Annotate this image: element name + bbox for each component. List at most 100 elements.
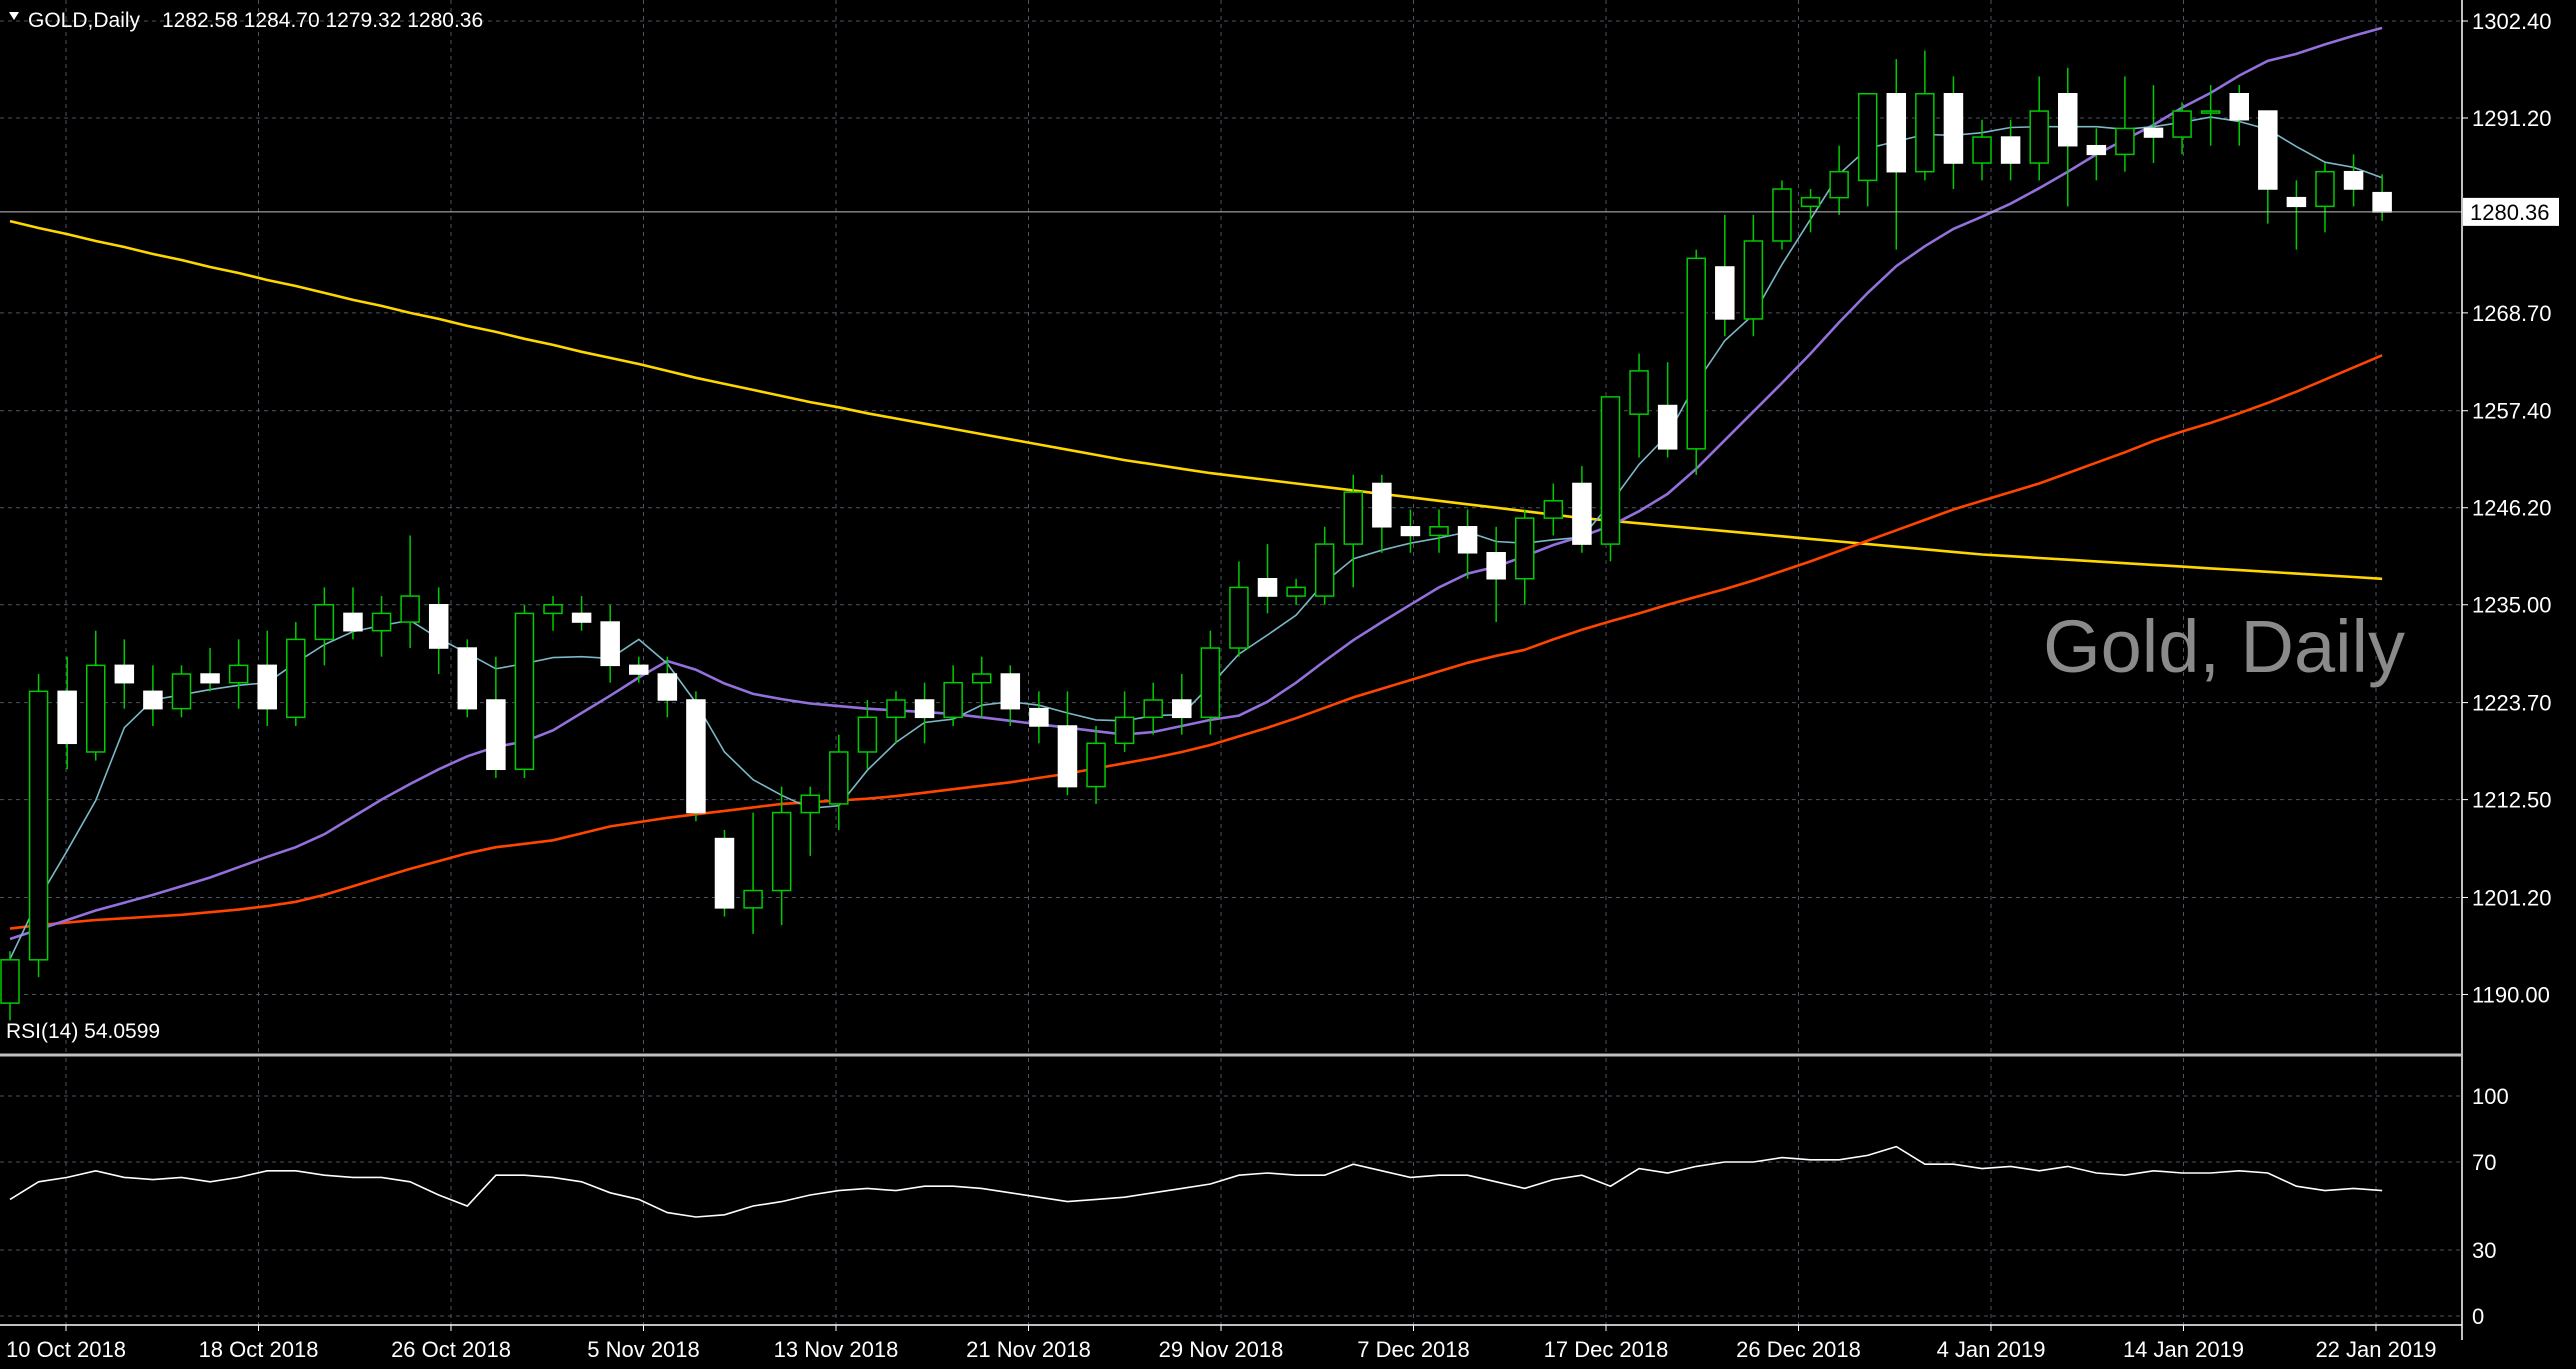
bull-candle-body	[1972, 136, 1992, 164]
bear-candle-body	[1486, 552, 1506, 580]
bull-candle-body	[1743, 240, 1764, 320]
candle	[1829, 145, 1849, 215]
bear-candle-body	[200, 673, 220, 684]
date-tick-label: 5 Nov 2018	[587, 1337, 700, 1362]
bear-candle-body	[343, 612, 363, 632]
bull-candle-body	[1543, 500, 1564, 519]
candle	[257, 630, 277, 726]
candle	[1800, 189, 1821, 233]
bear-candle-body	[428, 603, 449, 649]
candle	[1486, 526, 1506, 623]
candle	[1372, 474, 1392, 553]
candle	[857, 700, 878, 770]
candle	[2000, 119, 2021, 181]
candle	[1543, 483, 1564, 536]
candle	[1743, 215, 1764, 337]
rsi-tick-label: 30	[2472, 1238, 2496, 1263]
candle	[914, 682, 935, 744]
bull-candle-body	[771, 811, 792, 892]
candle	[1857, 93, 1878, 207]
candle	[1457, 509, 1478, 579]
bull-candle-body	[1600, 396, 1621, 545]
bull-candle-body	[2200, 110, 2221, 114]
candle	[571, 596, 592, 631]
bull-candle-body	[1857, 93, 1878, 182]
bear-candle-body	[2058, 93, 2078, 147]
bull-candle-body	[314, 603, 335, 641]
bull-candle-body	[829, 751, 849, 805]
bear-candle-body	[629, 664, 649, 675]
bear-candle-body	[2372, 191, 2392, 213]
bull-candle-body	[1114, 716, 1135, 745]
bull-candle-body	[1429, 526, 1449, 537]
candle	[1657, 362, 1678, 458]
date-tick-label: 26 Oct 2018	[391, 1337, 511, 1362]
price-tick-label: 1212.50	[2472, 788, 2552, 813]
price-tick-label: 1257.40	[2472, 399, 2552, 424]
bull-candle-body	[2172, 110, 2192, 138]
bull-candle-body	[743, 889, 763, 909]
candle	[629, 656, 649, 683]
bear-candle-body	[2086, 144, 2107, 156]
rsi-title: RSI(14) 54.0599	[6, 1020, 160, 1043]
candle	[1572, 466, 1592, 553]
price-tick-label: 1246.20	[2472, 496, 2552, 521]
bull-candle-body	[1143, 699, 1163, 719]
bear-candle-body	[1457, 526, 1478, 554]
bull-candle-body	[371, 612, 392, 632]
bear-candle-body	[1400, 526, 1421, 537]
ohlc-values: 1282.58 1284.70 1279.32 1280.36	[162, 9, 483, 32]
bull-candle-body	[1514, 517, 1535, 580]
candle	[228, 639, 249, 709]
collapse-triangle-icon[interactable]	[9, 12, 19, 20]
bear-candle-body	[114, 664, 135, 684]
candle	[2086, 128, 2107, 181]
candle	[800, 786, 820, 856]
bull-candle-body	[1200, 647, 1221, 719]
price-axis: 1302.40 1291.20 1268.70 1257.40 1246.20 1235.…	[2462, 9, 2552, 1007]
bear-candle-body	[1029, 707, 1049, 727]
candle	[771, 786, 792, 926]
bull-candle-body	[1772, 188, 1792, 242]
date-tick-label: 18 Oct 2018	[199, 1337, 319, 1362]
candle	[2200, 85, 2221, 146]
bear-candle-body	[2286, 196, 2307, 208]
bull-candle-body	[171, 673, 192, 710]
current-price-marker: 1280.36	[0, 197, 2559, 226]
candle	[2258, 110, 2278, 224]
candle	[1114, 691, 1135, 752]
price-tick-label: 1201.20	[2472, 885, 2552, 910]
bull-candle-body	[857, 716, 878, 753]
candle	[143, 665, 163, 726]
bear-candle-body	[1000, 673, 1021, 710]
candle	[343, 587, 363, 640]
candle	[1715, 215, 1735, 337]
bear-candle-body	[2000, 136, 2021, 164]
candle	[171, 665, 192, 718]
bear-candle-body	[1572, 482, 1592, 545]
rsi-line	[9, 1145, 2383, 1218]
candle	[514, 604, 535, 778]
candle	[314, 587, 335, 666]
candle	[1057, 691, 1078, 796]
bull-candle-body	[2115, 127, 2135, 156]
candle	[286, 622, 306, 726]
candle	[686, 691, 706, 822]
bear-candle-body	[1715, 266, 1735, 320]
bear-candle-body	[1057, 725, 1078, 788]
price-tick-label: 1223.70	[2472, 691, 2552, 716]
date-tick-label: 26 Dec 2018	[1736, 1337, 1861, 1362]
price-tick-label: 1235.00	[2472, 593, 2552, 618]
candle	[1686, 249, 1706, 475]
date-tick-label: 13 Nov 2018	[774, 1337, 899, 1362]
candle	[1143, 682, 1163, 735]
bull-candle-body	[943, 681, 963, 719]
candle	[2315, 163, 2335, 233]
bear-candle-body	[600, 621, 620, 667]
current-price-label: 1280.36	[2470, 200, 2550, 225]
candle	[1972, 119, 1992, 181]
candle	[829, 734, 849, 830]
bear-candle-body	[486, 699, 506, 771]
bear-candle-body	[2229, 93, 2249, 121]
